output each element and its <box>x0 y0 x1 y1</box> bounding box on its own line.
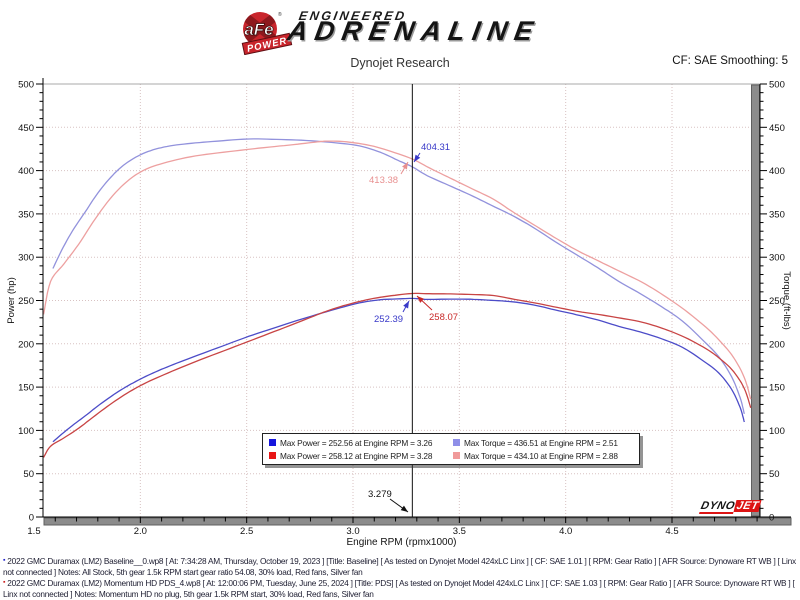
y-axis-title-left: Power (hp) <box>6 277 17 323</box>
annotation-3.279: 3.279 <box>368 489 409 513</box>
afe-logo-text: aFe <box>244 20 273 39</box>
legend-entry-text: Max Power = 258.12 at Engine RPM = 3.28 <box>280 450 433 461</box>
legend-swatch <box>269 452 276 459</box>
afe-logo-reg: ® <box>278 11 282 18</box>
y-tick-label-right: 350 <box>769 209 785 220</box>
y-tick-label-left: 250 <box>18 296 34 307</box>
legend-entry-text: Max Torque = 434.10 at Engine RPM = 2.88 <box>464 450 618 461</box>
run-color-marker: ▪ <box>3 557 6 564</box>
header-brand: aFe ® POWER ENGINEERED ADRENALINE <box>0 0 800 55</box>
legend-entry: Max Power = 252.56 at Engine RPM = 3.26 <box>269 438 453 448</box>
run-info-text: 2022 GMC Duramax (LM2) Baseline__0.wp8 [… <box>3 556 796 577</box>
x-tick-label: 4.5 <box>665 526 678 537</box>
y-tick-label-left: 400 <box>18 166 34 177</box>
annotation-252.39: 252.39 <box>374 300 410 325</box>
annotation-arrowhead <box>417 296 425 303</box>
legend-entry-text: Max Torque = 436.51 at Engine RPM = 2.51 <box>464 437 618 448</box>
y-tick-label-right: 0 <box>769 513 774 524</box>
annotation-arrowhead <box>402 162 408 170</box>
brand-adrenaline: ADRENALINE <box>285 16 543 46</box>
y-tick-label-left: 100 <box>18 426 34 437</box>
annotation-arrowhead <box>414 154 421 162</box>
run-info-text: 2022 GMC Duramax (LM2) Momentum HD PDS_4… <box>3 578 795 599</box>
run-color-marker: ▪ <box>3 579 6 586</box>
dynojet-logo-dyno: DYNO <box>699 500 737 514</box>
legend-swatch <box>453 439 460 446</box>
y-tick-label-right: 50 <box>769 469 780 480</box>
legend-entry: Max Torque = 436.51 at Engine RPM = 2.51 <box>453 438 637 448</box>
y-tick-label-right: 250 <box>769 296 785 307</box>
annotation-258.07: 258.07 <box>416 295 458 323</box>
y-tick-label-right: 150 <box>769 383 785 394</box>
y-tick-label-right: 400 <box>769 166 785 177</box>
x-tick-label: 1.5 <box>27 526 40 537</box>
y-tick-label-right: 100 <box>769 426 785 437</box>
annotation-label: 252.39 <box>374 314 403 325</box>
y-tick-label-left: 350 <box>18 209 34 220</box>
x-axis-title: Engine RPM (rpmx1000) <box>346 537 456 548</box>
y-tick-label-right: 300 <box>769 253 785 264</box>
y-tick-label-left: 200 <box>18 339 34 350</box>
annotation-413.38: 413.38 <box>369 161 409 186</box>
legend-row: Max Power = 258.12 at Engine RPM = 3.28 M… <box>269 449 637 462</box>
annotation-label: 404.31 <box>421 142 450 153</box>
y-axis-title-right: Torque (ft-lbs) <box>781 271 792 330</box>
x-tick-label: 2.0 <box>134 526 147 537</box>
y-tick-label-left: 0 <box>29 513 34 524</box>
x-tick-label: 4.0 <box>559 526 572 537</box>
horizontal-scrollbar[interactable] <box>43 517 792 526</box>
annotation-404.31: 404.31 <box>413 142 450 163</box>
annotation-label: 258.07 <box>429 312 458 323</box>
legend-swatch <box>269 439 276 446</box>
annotation-arrowhead <box>403 301 409 309</box>
y-tick-label-left: 300 <box>18 253 34 264</box>
y-tick-label-right: 200 <box>769 339 785 350</box>
dynojet-logo-jet: JET <box>733 500 762 512</box>
x-tick-label: 2.5 <box>240 526 253 537</box>
cf-smoothing-label: CF: SAE Smoothing: 5 <box>672 55 788 67</box>
legend-swatch <box>453 452 460 459</box>
vertical-scrollbar[interactable] <box>751 84 760 517</box>
legend-box: Max Power = 252.56 at Engine RPM = 3.26 M… <box>262 433 640 465</box>
run-info-line: ▪ 2022 GMC Duramax (LM2) Momentum HD PDS_… <box>3 578 799 599</box>
axis-ticks: 0 0 50 50 100 100 150 150 200 200 250 250 300 300 350 3… <box>18 80 785 538</box>
y-tick-label-left: 500 <box>18 80 34 91</box>
afe-power-logo: aFe ® POWER <box>241 11 293 55</box>
legend-entry: Max Power = 258.12 at Engine RPM = 3.28 <box>269 451 453 461</box>
legend-entry: Max Torque = 434.10 at Engine RPM = 2.88 <box>453 451 637 461</box>
y-tick-label-left: 50 <box>23 469 34 480</box>
y-tick-label-left: 150 <box>18 383 34 394</box>
grid-lines <box>43 83 760 517</box>
y-tick-label-right: 500 <box>769 80 785 91</box>
y-tick-label-right: 450 <box>769 123 785 134</box>
curve-baseline-torque <box>52 138 745 415</box>
y-tick-label-left: 450 <box>18 123 34 134</box>
chart-title: Dynojet Research <box>350 56 450 70</box>
run-info-footer: ▪ 2022 GMC Duramax (LM2) Baseline__0.wp8 … <box>3 556 799 600</box>
annotation-label: 413.38 <box>369 175 398 186</box>
annotation-arrowhead <box>400 505 408 512</box>
dynojet-logo: DYNOJET <box>699 500 762 514</box>
curve-baseline-power <box>52 297 745 443</box>
run-info-line: ▪ 2022 GMC Duramax (LM2) Baseline__0.wp8 … <box>3 556 799 577</box>
x-tick-label: 3.0 <box>346 526 359 537</box>
legend-entry-text: Max Power = 252.56 at Engine RPM = 3.26 <box>280 437 433 448</box>
x-tick-label: 3.5 <box>453 526 466 537</box>
legend-row: Max Power = 252.56 at Engine RPM = 3.26 M… <box>269 436 637 449</box>
annotation-label: 3.279 <box>368 489 392 500</box>
curves <box>43 138 752 458</box>
